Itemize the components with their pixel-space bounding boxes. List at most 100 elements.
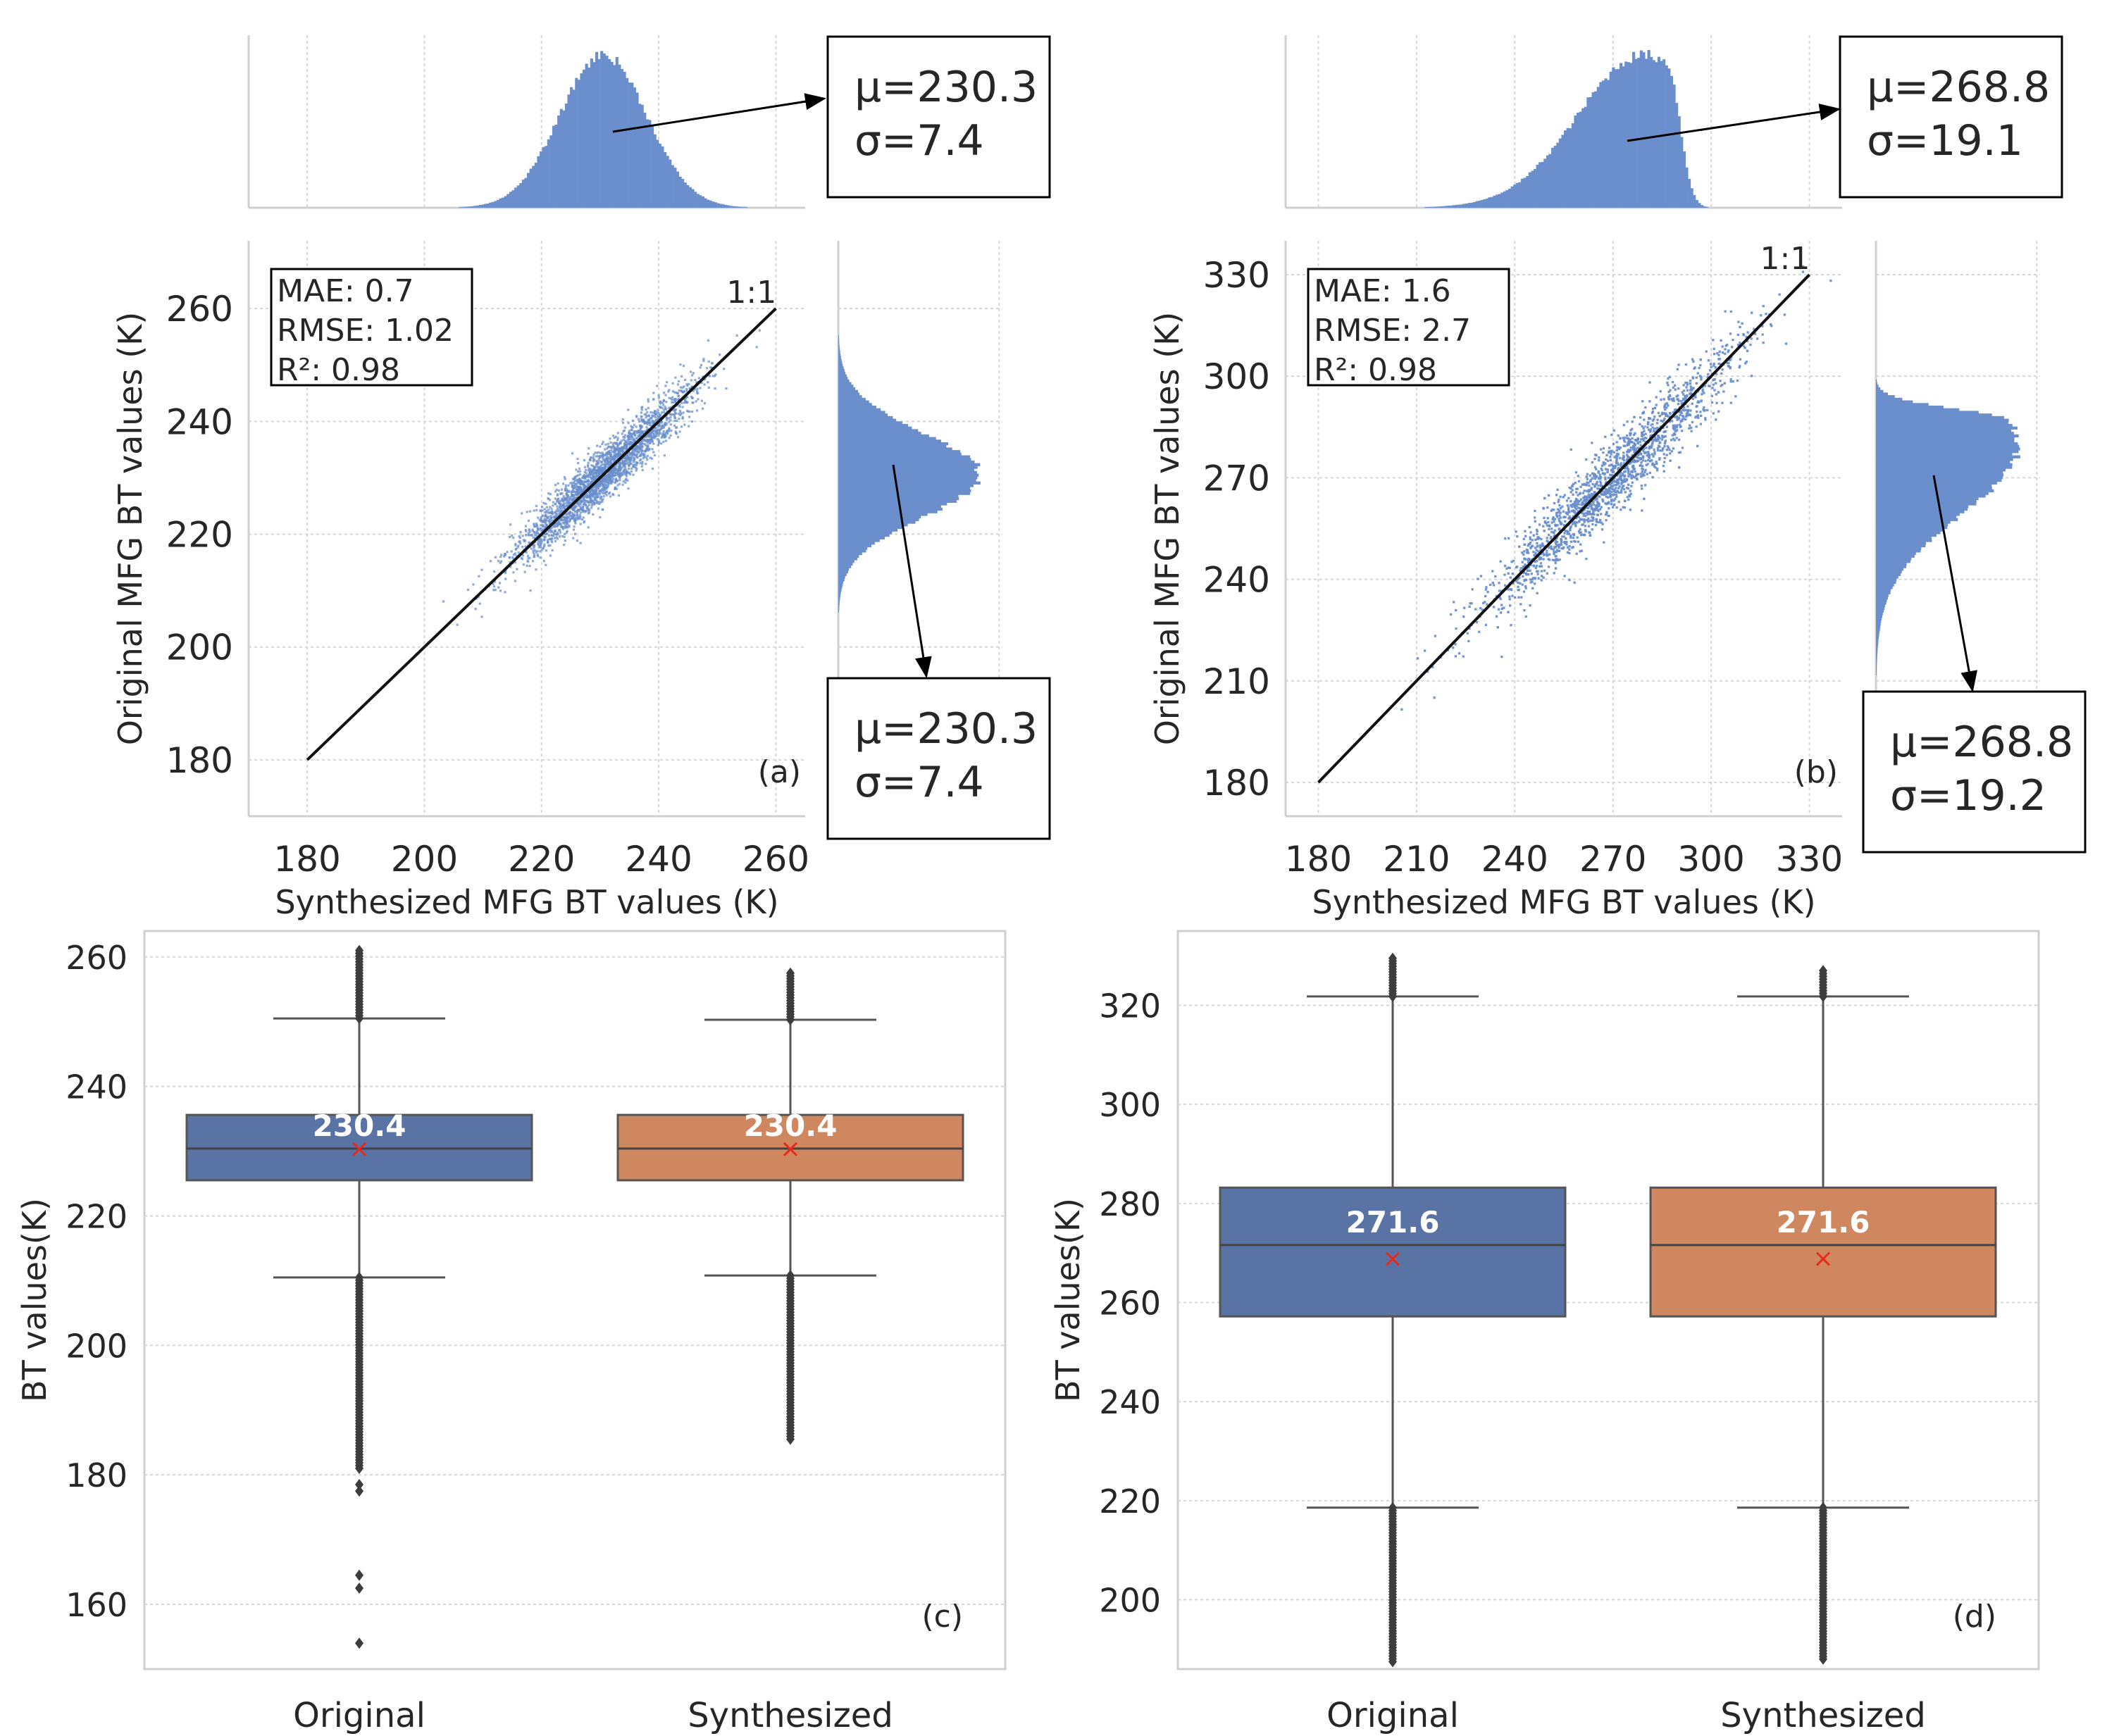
scatter-point: [714, 387, 716, 390]
scatter-point: [595, 459, 598, 463]
hist-bar: [602, 53, 606, 208]
scatter-point: [576, 457, 579, 461]
scatter-point: [596, 466, 599, 468]
hist-bar: [838, 597, 840, 600]
hist-bar: [694, 192, 697, 208]
scatter-point: [621, 459, 624, 462]
scatter-point: [526, 564, 528, 567]
annotation-arrow: [892, 464, 932, 678]
scatter-point: [640, 415, 643, 418]
scatter-point: [1601, 523, 1604, 525]
annotation-text: μ=230.3: [854, 704, 1038, 754]
hist-bar: [838, 502, 947, 506]
hist-bar: [838, 487, 970, 490]
scatter-point: [709, 366, 712, 369]
scatter-point: [590, 470, 592, 473]
hist-bar: [635, 92, 639, 208]
scatter-point: [601, 500, 604, 503]
scatter-point: [635, 447, 638, 450]
scatter-point: [652, 411, 654, 414]
scatter-point: [1557, 501, 1560, 504]
scatter-point: [661, 406, 664, 409]
scatter-point: [1575, 491, 1578, 494]
scatter-point: [692, 389, 695, 392]
scatter-point: [552, 519, 554, 522]
scatter-point: [604, 448, 607, 451]
scatter-point: [651, 415, 654, 418]
scatter-point: [573, 520, 576, 523]
scatter-point: [618, 470, 621, 473]
scatter-point: [575, 468, 578, 471]
scatter-point: [499, 589, 502, 592]
scatter-point: [588, 511, 591, 514]
scatter-point: [1646, 454, 1648, 457]
x-tick-label: 200: [391, 839, 458, 880]
scatter-point: [755, 346, 758, 349]
scatter-point: [528, 564, 531, 568]
scatter-point: [629, 432, 632, 435]
hist-bar: [716, 203, 720, 208]
hist-bar: [838, 403, 872, 406]
scatter-point: [601, 442, 604, 446]
scatter-point: [1529, 542, 1532, 544]
scatter-point: [629, 458, 632, 461]
scatter-point: [635, 461, 638, 464]
scatter-point: [1567, 506, 1570, 509]
scatter-point: [651, 439, 654, 442]
scatter-point: [510, 550, 513, 553]
scatter-point: [578, 508, 581, 511]
scatter-point: [1570, 504, 1572, 507]
hist-bar: [521, 180, 526, 208]
scatter-point: [547, 497, 549, 500]
scatter-point: [1586, 495, 1589, 498]
scatter-point: [602, 488, 604, 491]
scatter-point: [1615, 495, 1618, 498]
top-histogram: [247, 35, 805, 209]
scatter-point: [557, 520, 560, 523]
scatter-point: [613, 471, 616, 474]
scatter-point: [563, 522, 566, 525]
scatter-point: [472, 583, 475, 586]
scatter-point: [685, 389, 688, 392]
scatter-point: [559, 517, 562, 520]
scatter-point: [1644, 432, 1647, 435]
scatter-point: [596, 470, 599, 473]
scatter-point: [605, 487, 608, 490]
scatter-point: [604, 465, 607, 468]
scatter-point: [635, 425, 638, 428]
scatter-point: [523, 540, 526, 543]
scatter-point: [1634, 432, 1636, 435]
scatter-point: [647, 414, 650, 417]
scatter-point: [669, 418, 672, 422]
scatter-point: [597, 462, 600, 465]
scatter-point: [624, 468, 627, 471]
scatter-point: [654, 435, 657, 437]
scatter-point: [1524, 563, 1527, 566]
hist-bar: [545, 146, 548, 208]
scatter-point: [673, 410, 676, 413]
scatter-point: [538, 544, 541, 547]
scatter-point: [648, 447, 651, 450]
scatter-point: [677, 394, 680, 397]
scatter-point: [659, 406, 662, 408]
scatter-point: [540, 530, 542, 532]
scatter-point: [630, 456, 633, 458]
scatter-point: [604, 443, 607, 446]
scatter-point: [549, 506, 552, 508]
scatter-point: [578, 513, 581, 517]
scatter-point: [576, 502, 579, 505]
hist-bar: [527, 173, 530, 208]
scatter-point: [613, 456, 616, 459]
scatter-point: [517, 551, 520, 554]
scatter-point: [609, 495, 612, 498]
scatter-point: [638, 420, 641, 423]
scatter-point: [554, 484, 557, 487]
scatter-point: [575, 518, 578, 521]
scatter-point: [614, 472, 617, 475]
scatter-point: [646, 458, 649, 461]
scatter-point: [706, 367, 709, 370]
scatter-point: [535, 551, 537, 554]
scatter-point: [558, 535, 561, 538]
scatter-point: [645, 444, 647, 447]
scatter-point: [577, 461, 580, 465]
